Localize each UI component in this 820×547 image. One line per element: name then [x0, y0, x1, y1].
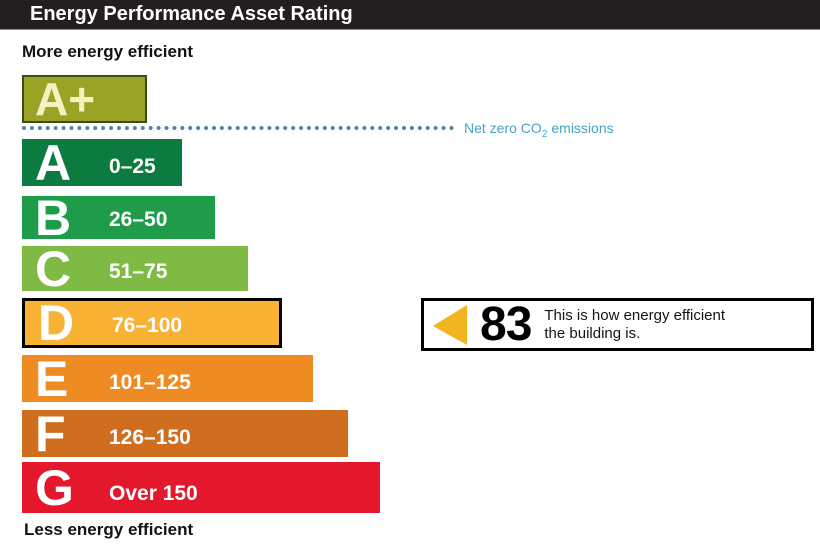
more-efficient-label: More energy efficient	[22, 42, 193, 61]
net-zero-text-after: emissions	[551, 120, 614, 136]
band-e: E 101–125	[22, 350, 313, 407]
rating-indicator: 83 This is how energy efficient the buil…	[421, 298, 814, 351]
net-zero-subscript: 2	[541, 128, 548, 140]
band-range: 101–125	[109, 371, 191, 394]
band-c: C 51–75	[22, 240, 248, 297]
band-letter: F	[35, 405, 66, 462]
net-zero-text: Net zero CO	[464, 120, 542, 136]
band-letter: A+	[35, 73, 96, 125]
band-letter: A	[35, 134, 72, 191]
net-zero-label: Net zero CO2 emissions	[464, 120, 614, 140]
band-g: G Over 150	[22, 462, 380, 513]
band-letter: C	[35, 240, 72, 297]
less-efficient-label: Less energy efficient	[24, 520, 194, 539]
band-range: 0–25	[109, 155, 156, 178]
rating-description: This is how energy efficient the buildin…	[544, 307, 725, 343]
band-range: 26–50	[109, 208, 168, 231]
title-bar: Energy Performance Asset Rating	[0, 0, 820, 30]
band-b: B 26–50	[22, 193, 215, 243]
band-letter: B	[35, 189, 72, 246]
rating-description-line1: This is how energy efficient	[544, 306, 726, 324]
rating-arrow-icon	[432, 304, 468, 345]
band-a: A 0–25	[22, 134, 182, 191]
band-a-plus: A+	[22, 75, 147, 123]
band-range: Over 150	[109, 482, 198, 505]
rating-value: 83	[480, 297, 532, 351]
band-d: D 76–100	[22, 298, 282, 348]
net-zero-dotted-line	[22, 126, 454, 130]
band-range: 51–75	[109, 260, 168, 283]
band-letter: D	[38, 295, 75, 351]
rating-description-line2: the building is.	[544, 324, 641, 342]
band-letter: E	[35, 350, 69, 407]
page-title: Energy Performance Asset Rating	[30, 3, 353, 25]
band-range: 76–100	[112, 314, 183, 337]
band-f: F 126–150	[22, 405, 348, 462]
band-letter: G	[35, 459, 74, 516]
band-range: 126–150	[109, 426, 191, 449]
